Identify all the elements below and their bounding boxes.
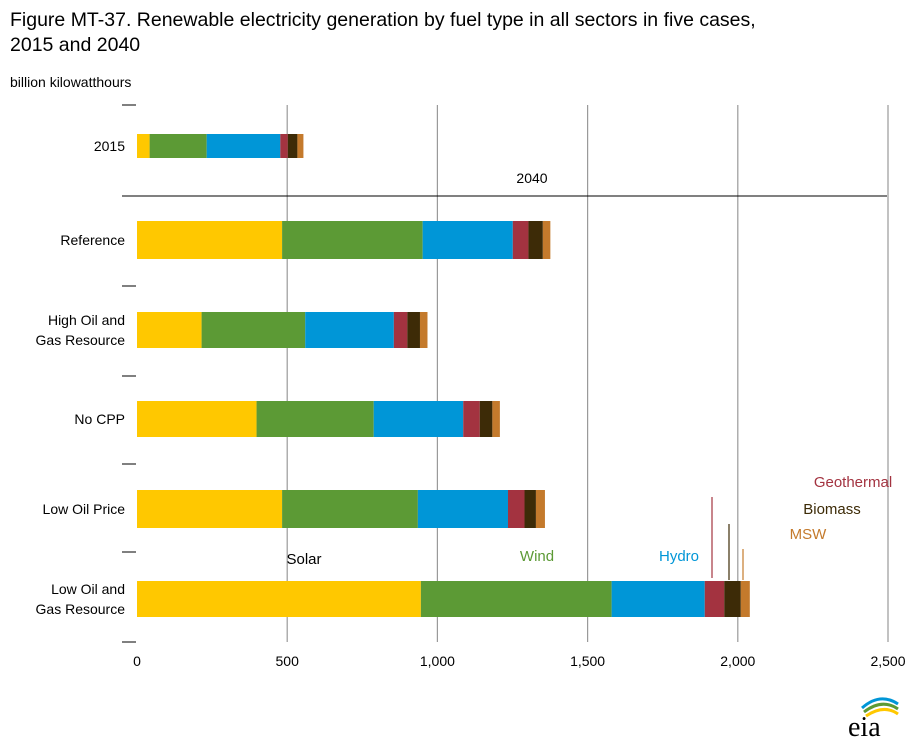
section-label-2040: 2040 bbox=[516, 170, 547, 186]
bar-geothermal-3 bbox=[463, 401, 480, 437]
bar-solar-4 bbox=[137, 490, 283, 528]
bar-solar-2 bbox=[137, 312, 202, 348]
bar-hydro-5 bbox=[611, 581, 705, 617]
annotation-hydro: Hydro bbox=[659, 548, 699, 565]
x-tick-label-1: 500 bbox=[276, 653, 300, 669]
category-label-3-0: No CPP bbox=[74, 411, 125, 427]
bar-biomass-5 bbox=[724, 581, 741, 617]
bar-solar-0 bbox=[137, 134, 150, 158]
annotation-solar: Solar bbox=[286, 551, 321, 568]
bar-biomass-2 bbox=[407, 312, 420, 348]
bar-biomass-0 bbox=[287, 134, 298, 158]
category-label-5-0: Low Oil and bbox=[51, 581, 125, 597]
bar-solar-1 bbox=[137, 221, 283, 259]
chart-title: Figure MT-37. Renewable electricity gene… bbox=[10, 8, 910, 58]
annotation-biomass: Biomass bbox=[803, 501, 861, 518]
category-label-5-1: Gas Resource bbox=[36, 601, 126, 617]
bar-biomass-3 bbox=[479, 401, 493, 437]
bar-wind-5 bbox=[420, 581, 612, 617]
category-label-4-0: Low Oil Price bbox=[43, 501, 126, 517]
category-label-0-0: 2015 bbox=[94, 138, 125, 154]
bar-msw-1 bbox=[542, 221, 551, 259]
bar-msw-2 bbox=[419, 312, 428, 348]
bar-wind-0 bbox=[149, 134, 207, 158]
bar-wind-2 bbox=[201, 312, 306, 348]
annotation-geothermal: Geothermal bbox=[814, 474, 892, 491]
annotation-msw: MSW bbox=[790, 526, 828, 543]
x-tick-label-3: 1,500 bbox=[570, 653, 605, 669]
annotation-wind: Wind bbox=[520, 548, 554, 565]
bar-biomass-4 bbox=[524, 490, 536, 528]
bar-msw-3 bbox=[492, 401, 500, 437]
bar-biomass-1 bbox=[528, 221, 543, 259]
category-label-1-0: Reference bbox=[60, 232, 125, 248]
category-label-2-1: Gas Resource bbox=[36, 332, 126, 348]
x-tick-label-2: 1,000 bbox=[420, 653, 455, 669]
x-tick-label-0: 0 bbox=[133, 653, 141, 669]
bar-wind-3 bbox=[256, 401, 374, 437]
bar-geothermal-1 bbox=[512, 221, 529, 259]
bar-wind-4 bbox=[282, 490, 418, 528]
chart-title-line-1: Figure MT-37. Renewable electricity gene… bbox=[10, 9, 756, 31]
bar-geothermal-4 bbox=[507, 490, 525, 528]
bar-hydro-2 bbox=[305, 312, 394, 348]
bar-msw-4 bbox=[535, 490, 545, 528]
bar-msw-0 bbox=[297, 134, 304, 158]
x-tick-label-5: 2,500 bbox=[870, 653, 905, 669]
chart-title-line-2: 2015 and 2040 bbox=[10, 34, 141, 56]
bar-hydro-1 bbox=[422, 221, 513, 259]
category-label-2-0: High Oil and bbox=[48, 312, 125, 328]
bar-hydro-3 bbox=[373, 401, 464, 437]
eia-logo: eia bbox=[848, 697, 899, 740]
bar-solar-3 bbox=[137, 401, 257, 437]
unit-label: billion kilowatthours bbox=[10, 74, 132, 90]
bar-geothermal-0 bbox=[280, 134, 288, 158]
x-tick-label-4: 2,000 bbox=[720, 653, 755, 669]
eia-logo-text: eia bbox=[848, 712, 881, 740]
bar-msw-5 bbox=[740, 581, 750, 617]
bar-geothermal-2 bbox=[393, 312, 408, 348]
bar-hydro-4 bbox=[417, 490, 508, 528]
bar-geothermal-5 bbox=[704, 581, 725, 617]
bar-solar-5 bbox=[137, 581, 421, 617]
bar-wind-1 bbox=[282, 221, 423, 259]
bar-hydro-0 bbox=[206, 134, 281, 158]
